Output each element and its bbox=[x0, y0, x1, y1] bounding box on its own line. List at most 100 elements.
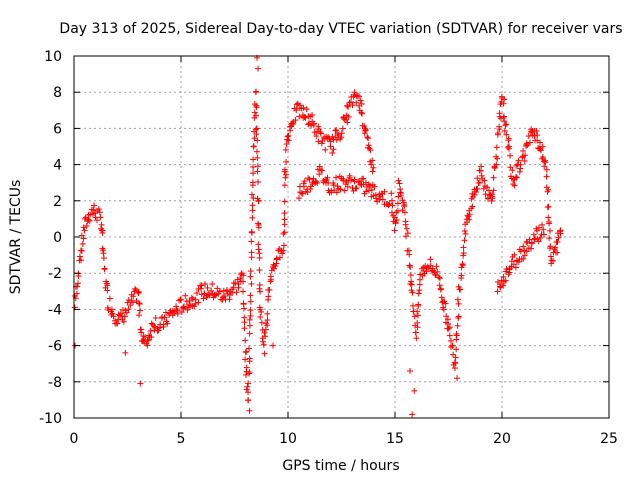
data-point bbox=[440, 306, 447, 313]
data-point bbox=[459, 262, 466, 269]
data-point bbox=[137, 380, 144, 387]
data-point bbox=[241, 325, 248, 332]
data-point bbox=[490, 174, 497, 181]
data-point bbox=[131, 285, 138, 292]
data-point bbox=[392, 220, 399, 227]
data-point bbox=[414, 324, 421, 331]
data-point bbox=[256, 267, 263, 274]
data-point bbox=[508, 258, 515, 265]
data-point bbox=[329, 133, 336, 140]
data-point bbox=[276, 254, 283, 261]
data-point bbox=[78, 257, 85, 264]
data-point bbox=[534, 227, 541, 234]
data-point bbox=[256, 304, 263, 311]
data-point bbox=[371, 183, 378, 190]
data-point bbox=[164, 320, 171, 327]
data-point bbox=[369, 157, 376, 164]
data-point bbox=[108, 306, 115, 313]
data-point bbox=[249, 207, 256, 214]
data-point bbox=[415, 290, 422, 297]
data-point bbox=[110, 313, 117, 320]
data-point bbox=[264, 317, 271, 324]
data-point bbox=[358, 100, 365, 107]
data-point bbox=[309, 179, 316, 186]
data-point bbox=[240, 272, 247, 279]
data-point bbox=[330, 146, 337, 153]
data-point bbox=[534, 132, 541, 139]
data-point bbox=[255, 222, 262, 229]
data-point bbox=[399, 197, 406, 204]
data-point bbox=[81, 227, 88, 234]
data-point bbox=[333, 136, 340, 143]
data-point bbox=[152, 314, 159, 321]
data-point bbox=[446, 324, 453, 331]
data-point bbox=[503, 265, 510, 272]
data-point bbox=[545, 203, 552, 210]
data-point bbox=[281, 229, 288, 236]
data-point bbox=[247, 298, 254, 305]
data-point bbox=[261, 350, 268, 357]
data-point bbox=[515, 258, 522, 265]
data-point bbox=[461, 227, 468, 234]
data-point bbox=[246, 407, 253, 414]
data-point bbox=[416, 281, 423, 288]
data-point bbox=[253, 131, 260, 138]
data-point bbox=[261, 329, 268, 336]
data-point bbox=[341, 187, 348, 194]
data-point bbox=[242, 349, 249, 356]
data-point bbox=[353, 185, 360, 192]
data-point bbox=[423, 268, 430, 275]
data-point bbox=[253, 102, 260, 109]
data-point bbox=[354, 92, 361, 99]
data-point bbox=[334, 130, 341, 137]
data-point bbox=[454, 375, 461, 382]
data-point bbox=[539, 143, 546, 150]
data-point bbox=[455, 300, 462, 307]
data-point bbox=[324, 174, 331, 181]
scatter-series bbox=[71, 54, 564, 418]
data-point bbox=[245, 397, 252, 404]
data-point bbox=[453, 346, 460, 353]
data-point bbox=[283, 141, 290, 148]
data-point bbox=[510, 261, 517, 268]
data-point bbox=[369, 168, 376, 175]
data-point bbox=[489, 191, 496, 198]
data-point bbox=[195, 299, 202, 306]
data-point bbox=[233, 289, 240, 296]
data-point bbox=[537, 234, 544, 241]
data-point bbox=[474, 175, 481, 182]
data-point bbox=[281, 182, 288, 189]
data-point bbox=[246, 330, 253, 337]
data-point bbox=[452, 354, 459, 361]
data-point bbox=[329, 149, 336, 156]
data-point bbox=[280, 247, 287, 254]
y-tick-label: 2 bbox=[53, 194, 62, 210]
data-point bbox=[273, 255, 280, 262]
data-point bbox=[123, 309, 130, 316]
data-point bbox=[333, 174, 340, 181]
data-point bbox=[292, 117, 299, 124]
data-point bbox=[493, 161, 500, 168]
data-point bbox=[342, 116, 349, 123]
data-point bbox=[253, 125, 260, 132]
data-point bbox=[282, 171, 289, 178]
data-point bbox=[86, 217, 93, 224]
data-point bbox=[95, 206, 102, 213]
y-tick-label: 6 bbox=[53, 121, 62, 137]
y-tick-label: 8 bbox=[53, 85, 62, 101]
data-point bbox=[282, 146, 289, 153]
data-point bbox=[144, 342, 151, 349]
data-point bbox=[136, 307, 143, 314]
data-point bbox=[78, 247, 85, 254]
data-point bbox=[502, 277, 509, 284]
data-point bbox=[409, 289, 416, 296]
data-point bbox=[411, 313, 418, 320]
data-point bbox=[129, 299, 136, 306]
data-point bbox=[472, 189, 479, 196]
data-point bbox=[249, 202, 256, 209]
data-point bbox=[182, 292, 189, 299]
data-point bbox=[415, 301, 422, 308]
data-point bbox=[186, 297, 193, 304]
axis-ticks: 0 5 10 15 20 25 -10 -8 -6 -4 -2 0 2 4 6 8 10 bbox=[39, 49, 618, 447]
data-point bbox=[315, 138, 322, 145]
